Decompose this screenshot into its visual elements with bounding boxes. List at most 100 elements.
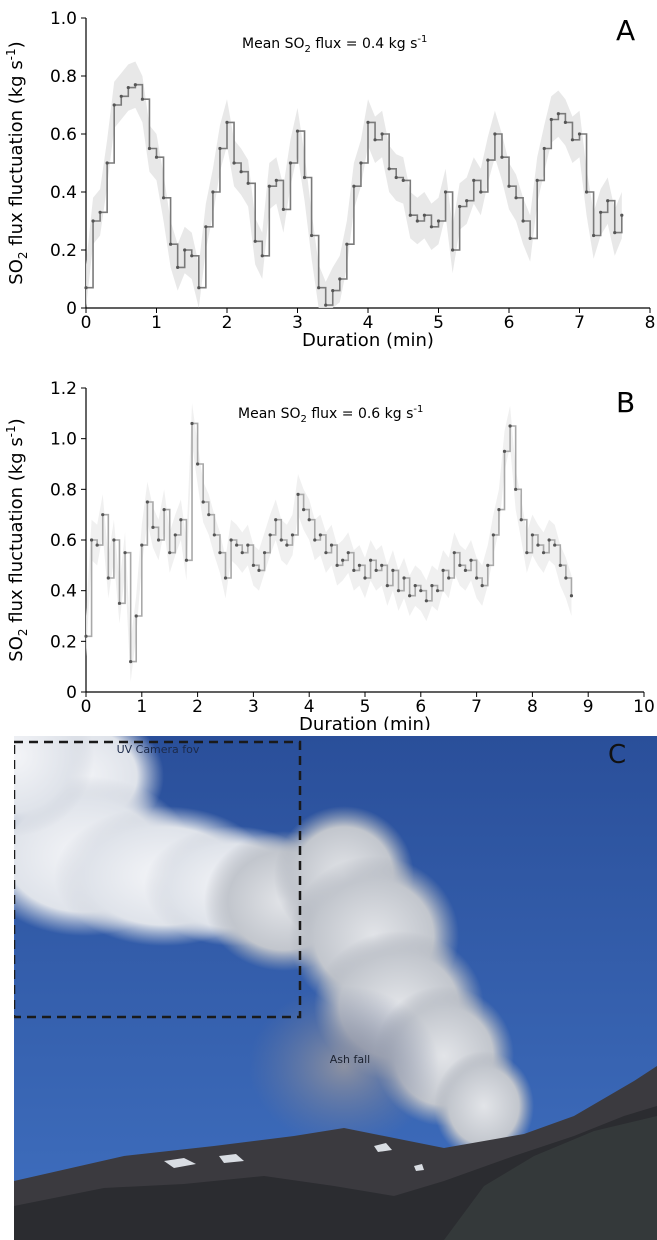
fov-label: UV Camera fov (117, 743, 200, 756)
chart-a-x-tick-label: 8 (645, 313, 656, 333)
chart-a-data-point (606, 199, 610, 203)
chart-b-data-point (274, 518, 278, 522)
chart-b-data-point (123, 551, 127, 555)
chart-a-x-axis-label: Duration (min) (302, 330, 434, 351)
chart-b-y-tick-label: 1.2 (50, 379, 77, 399)
chart-b-data-point (184, 558, 189, 562)
chart-b-data-point (145, 500, 149, 504)
chart-b-data-point (89, 538, 94, 542)
chart-a-annotation-sup: -1 (417, 34, 427, 45)
chart-b-data-point (151, 525, 155, 529)
chart-b-x-tick-label: 10 (633, 697, 655, 717)
chart-b-data-point (95, 543, 99, 547)
chart-a-data-point (542, 146, 546, 151)
chart-b-y-tick-label: 0.2 (50, 632, 77, 652)
chart-b-y-label-sup: -1 (4, 425, 18, 437)
chart-a-data-point (535, 178, 539, 182)
chart-a-data-point (324, 303, 328, 307)
chart-a-data-point (260, 254, 264, 258)
chart-b-data-point (441, 568, 445, 572)
chart-b-data-point (168, 551, 172, 555)
chart-b-data-point (246, 543, 250, 547)
chart-a-data-point (394, 175, 398, 180)
chart-b-data-point (419, 589, 423, 593)
chart-a-y-tick-label: 0.8 (50, 67, 77, 87)
chart-b-data-point (285, 543, 289, 547)
chart-b-data-point (357, 563, 362, 567)
chart-b-y-label-text: ) (6, 418, 27, 425)
chart-a-data-point (345, 242, 349, 246)
chart-b-x-tick-label: 2 (192, 697, 203, 717)
chart-b-x-axis-label: Duration (min) (299, 714, 431, 730)
chart-b-x-tick-label: 8 (527, 697, 538, 717)
chart-a-data-point (380, 132, 384, 136)
uv-camera-fov-box (14, 740, 302, 1019)
chart-b-data-point (363, 576, 367, 580)
chart-a-data-point (408, 213, 412, 217)
chart-b-data-point (84, 634, 88, 638)
chart-a-data-point (465, 199, 469, 203)
chart-b-annotation-sub: 2 (301, 414, 307, 425)
chart-a-data-point (176, 265, 180, 269)
chart-b-annotation-text: Mean SO (238, 406, 301, 422)
chart-b-data-point (341, 558, 345, 562)
chart-a-data-point (253, 239, 257, 243)
chart-b-annotation: Mean SO2 flux = 0.6 kg s-1 (238, 404, 423, 425)
chart-a-data-point (119, 94, 123, 98)
chart-b-data-point (452, 551, 456, 555)
chart-a-data-point (302, 175, 307, 180)
chart-a-x-tick-label: 7 (574, 313, 585, 333)
chart-b-y-tick-label: 1.0 (50, 430, 77, 450)
chart-a-data-point (507, 184, 511, 188)
chart-a-data-point (274, 178, 278, 182)
panel-label-c: C (608, 740, 627, 770)
chart-b-data-point (307, 518, 311, 522)
chart-a-data-point (183, 248, 187, 252)
chart-b-data-point (497, 508, 501, 512)
chart-a-data-point (352, 184, 356, 188)
chart-b-data-point (463, 568, 468, 572)
chart-a-data-point (528, 236, 532, 240)
chart-a-data-point (359, 161, 363, 165)
chart-b-data-point (553, 543, 557, 547)
chart-a-data-point (521, 219, 525, 223)
chart-a-x-tick-label: 2 (222, 313, 233, 333)
chart-b-data-point (530, 533, 535, 537)
chart-a-y-axis-label: SO2 flux fluctuation (kg s-1) (4, 41, 30, 284)
chart-panel-a: 0 1 2 3 4 5 6 7 8 0 0.2 0.4 0.6 0.8 1.0 Mean SO2 flux =… (0, 0, 657, 368)
chart-b-data-point (408, 594, 412, 598)
chart-a-x-tick-label: 6 (504, 313, 515, 333)
chart-a-x-tick-label: 0 (81, 313, 92, 333)
chart-b-series-line (86, 422, 573, 663)
chart-b-data-point (391, 568, 395, 572)
chart-b-data-point (229, 538, 233, 542)
chart-a-data-point (295, 129, 300, 133)
chart-a-data-point (599, 210, 603, 214)
chart-b-data-point (268, 533, 272, 537)
chart-b-data-point (201, 500, 205, 504)
chart-a-data-point (98, 210, 102, 214)
chart-a-x-tick-label: 3 (292, 313, 303, 333)
chart-a-data-point (620, 213, 624, 217)
chart-b-data-point (536, 543, 540, 547)
chart-a-data-point (225, 120, 229, 124)
chart-a-data-point (267, 184, 271, 188)
chart-b-data-point (368, 558, 373, 562)
chart-b-y-label-text: SO (6, 636, 27, 662)
chart-a-data-point (91, 219, 95, 223)
snow-patches (164, 1143, 424, 1171)
chart-a-data-point (570, 138, 575, 142)
chart-b-data-point (486, 563, 490, 567)
chart-b-annotation-text: flux = 0.6 kg s (307, 406, 414, 422)
chart-a-data-point (486, 158, 490, 162)
chart-b-data-point (117, 601, 122, 605)
chart-b-data-point (257, 568, 261, 572)
chart-b-x-tick-label: 5 (360, 697, 371, 717)
chart-a-x-tick-label: 5 (433, 313, 444, 333)
chart-a-data-point (197, 286, 201, 290)
chart-b-y-label-sub: 2 (16, 628, 30, 636)
chart-b-data-point (223, 576, 228, 580)
chart-a-data-point (246, 181, 250, 185)
chart-b-data-point (302, 508, 306, 512)
